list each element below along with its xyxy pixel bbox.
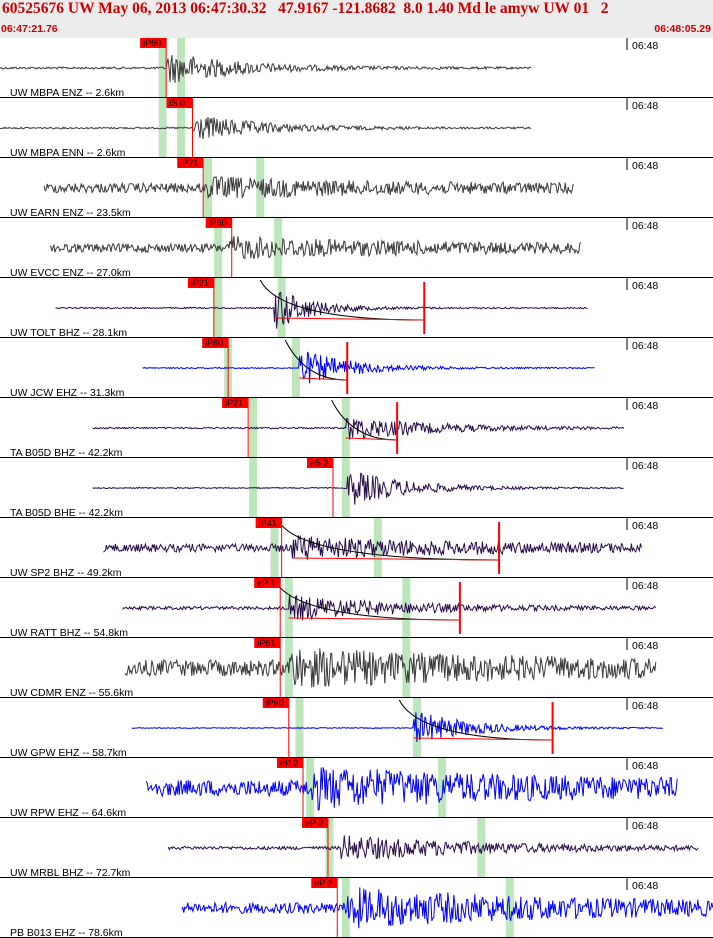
pick-tag [277,758,304,768]
moveout-line [274,317,425,321]
time-marker-label: 06:48 [632,460,658,472]
station-label: UW RATT BHZ -- 54.8km [10,627,128,639]
pick-tag [166,98,193,108]
pick-tag [187,278,214,288]
time-marker-label: 06:48 [632,520,658,532]
pick-tag [222,398,249,408]
pick-tag [254,638,281,648]
waveform-trace [43,176,574,199]
pick-tag [306,458,333,468]
moveout-line [292,557,500,561]
moveout-line [299,377,348,381]
pick-tag [140,38,167,48]
station-label: UW GPW EHZ -- 58.7km [10,747,127,759]
waveform-trace [181,887,713,929]
time-end: 06:48:05.29 [654,23,711,35]
time-marker-label: 06:48 [632,400,658,412]
waveform-trace [145,767,678,811]
time-marker-label: 06:48 [632,700,658,712]
pick-window [306,758,315,818]
pick-label: iP60 [209,218,227,228]
station-label: UW JCW EHZ -- 31.3km [10,387,125,399]
station-label: TA B05D BHE -- 42.2km [10,507,123,519]
pick-window [158,38,167,98]
pick-window [274,218,283,278]
pick-window [477,818,486,878]
moveout-line [413,737,553,741]
station-label: PB B013 EHZ -- 78.6km [10,927,123,938]
pick-tag [262,698,289,708]
pick-label: iP60 [143,38,161,48]
station-label: UW SP2 BHZ -- 49.2km [10,567,122,579]
pick-window [402,638,411,698]
pick-tag [205,218,232,228]
time-marker-label: 06:48 [632,340,658,352]
pick-tag [202,338,229,348]
waveform-trace [167,835,699,861]
event-title: 60525676 UW May 06, 2013 06:47:30.32 47.… [2,0,609,17]
waveform-trace [122,594,657,621]
pick-label: iP21 [225,398,243,408]
time-marker-label: 06:48 [632,640,658,652]
pick-window [204,158,213,218]
header-bar: 60525676 UW May 06, 2013 06:47:30.32 47.… [0,0,713,38]
time-marker-label: 06:48 [632,160,658,172]
pick-label: iP41 [259,518,277,528]
pick-tag [255,518,282,528]
pick-label: eP 2 [280,758,298,768]
pick-tag [177,158,204,168]
waveform-trace [142,351,595,384]
moveout-line [345,437,398,441]
time-start: 06:47:21.76 [1,23,58,35]
pick-tag [254,578,281,588]
time-marker-label: 06:48 [632,880,658,892]
waveform-trace [0,117,532,139]
station-label: UW TOLT BHZ -- 28.1km [10,327,127,339]
time-marker-label: 06:48 [632,40,658,52]
time-marker-label: 06:48 [632,280,658,292]
pick-label: iP60 [266,698,284,708]
pick-window [270,518,279,578]
waveform-trace [92,418,625,440]
pick-window [325,818,334,878]
pick-window [413,698,422,758]
pick-label: iP21 [180,158,198,168]
pick-window [341,878,350,938]
waveform-trace [124,648,657,688]
pick-window [373,518,382,578]
pick-label: iP61 [257,638,275,648]
pick-tag [301,818,328,828]
pick-label: eP 1 [257,578,275,588]
waveform-trace [49,235,582,260]
station-label: UW MBPA ENN -- 2.6km [10,147,126,159]
waveform-trace [55,291,588,329]
waveform-trace [0,55,532,83]
pick-label: iP60 [205,338,223,348]
time-marker-label: 06:48 [632,580,658,592]
waveform-trace [92,472,624,505]
waveform-trace [131,712,663,743]
time-marker-label: 06:48 [632,820,658,832]
pick-label: iS 0 [170,98,186,108]
seismogram-plot: iP60 06:48 UW MBPA ENZ -- 2.6km iS 0 06:48 UW… [0,38,713,938]
station-label: UW EARN ENZ -- 23.5km [10,207,131,219]
time-marker-label: 06:48 [632,760,658,772]
pick-label: eS 2 [310,458,329,468]
station-label: UW EVCC ENZ -- 27.0km [10,267,131,279]
pick-tag [311,878,338,888]
station-label: UW MRBL BHZ -- 72.7km [10,867,131,879]
station-label: TA B05D BHZ -- 42.2km [10,447,123,459]
time-marker-label: 06:48 [632,100,658,112]
time-marker-label: 06:48 [632,220,658,232]
waveform-trace [103,534,642,560]
moveout-line [288,617,460,621]
pick-window [438,758,447,818]
station-label: UW MBPA ENZ -- 2.6km [10,87,124,99]
pick-label: eP 2 [305,818,323,828]
station-label: UW RPW EHZ -- 64.6km [10,807,126,819]
pick-label: iP21 [191,278,209,288]
station-label: UW CDMR ENZ -- 55.6km [10,687,133,699]
pick-label: eP 2 [314,878,332,888]
